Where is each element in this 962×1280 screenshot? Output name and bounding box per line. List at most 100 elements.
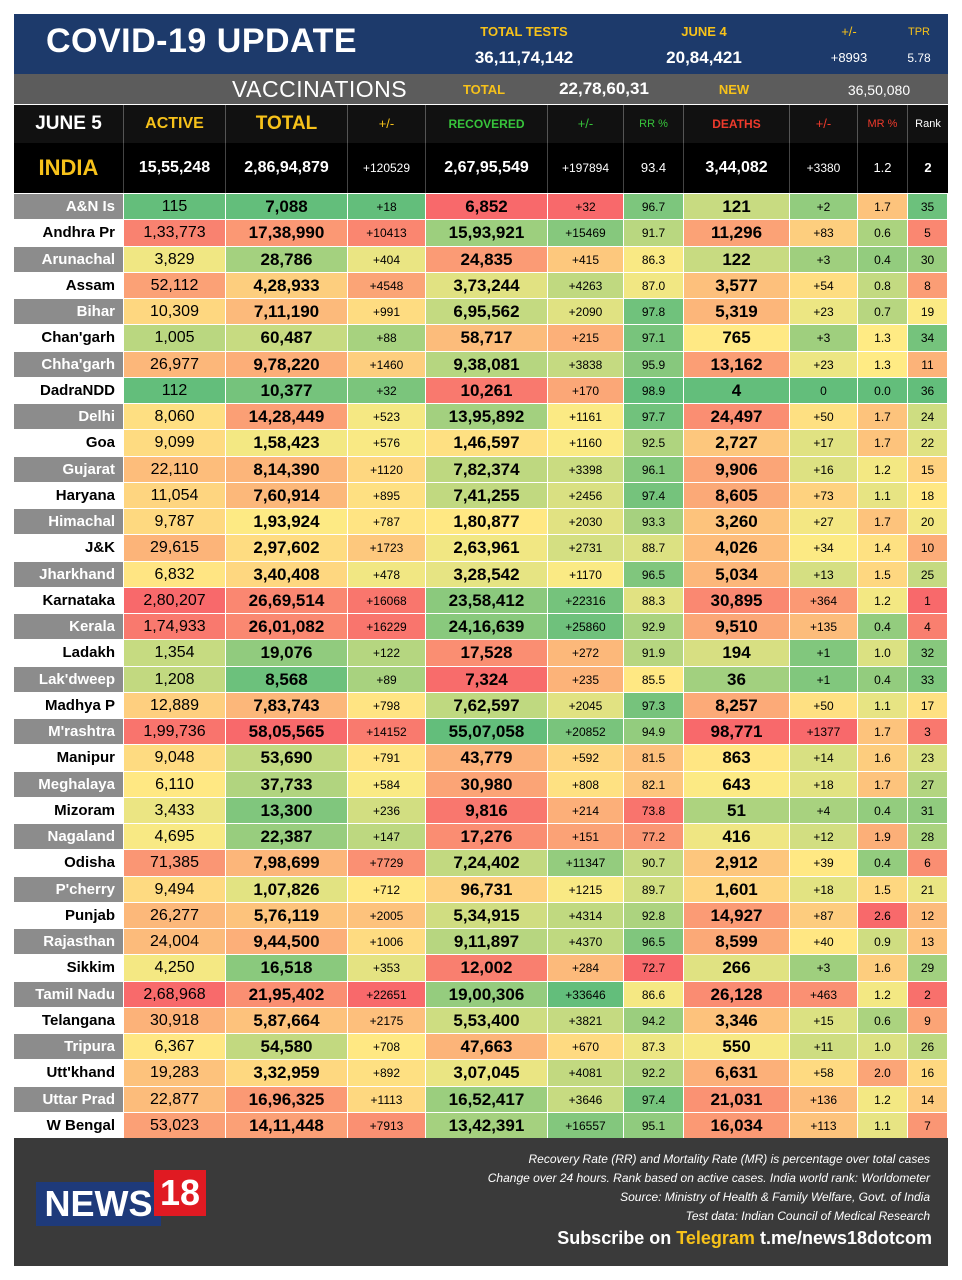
- state-rank: 33: [908, 666, 948, 693]
- state-mr: 2.6: [858, 902, 908, 929]
- table-row: J&K 29,615 2,97,602 +1723 2,63,961 +2731 88.7 4…: [14, 535, 948, 562]
- state-recovered-change: +11347: [548, 850, 624, 877]
- state-mr: 1.7: [858, 194, 908, 221]
- state-total: 3,32,959: [226, 1060, 348, 1087]
- state-deaths: 765: [684, 325, 790, 352]
- state-rank: 12: [908, 902, 948, 929]
- state-recovered-change: +4081: [548, 1060, 624, 1087]
- state-recovered: 12,002: [426, 955, 548, 982]
- state-rank: 22: [908, 430, 948, 457]
- page-title: COVID-19 UPDATE: [46, 22, 358, 60]
- state-mr: 1.0: [858, 1034, 908, 1061]
- state-recovered-change: +235: [548, 666, 624, 693]
- state-deaths: 5,319: [684, 299, 790, 326]
- table-row: Lak'dweep 1,208 8,568 +89 7,324 +235 85.5 36 +1 0…: [14, 666, 948, 693]
- state-deaths: 550: [684, 1034, 790, 1061]
- state-mr: 0.6: [858, 1007, 908, 1034]
- state-deaths-change: +113: [790, 1112, 858, 1139]
- state-total: 9,78,220: [226, 351, 348, 378]
- state-rr: 77.2: [624, 824, 684, 851]
- state-rr: 97.3: [624, 692, 684, 719]
- table-row: Gujarat 22,110 8,14,390 +1120 7,82,374 +3398 9…: [14, 456, 948, 483]
- india-mr: 1.2: [858, 143, 908, 193]
- column-deaths: DEATHS: [684, 105, 790, 143]
- subscribe-line[interactable]: Subscribe on Telegram t.me/news18dotcom: [557, 1228, 932, 1249]
- state-name: Utt'khand: [14, 1060, 124, 1087]
- state-recovered: 6,852: [426, 194, 548, 221]
- state-total-change: +895: [348, 482, 426, 509]
- state-name: Bihar: [14, 299, 124, 326]
- state-total: 1,07,826: [226, 876, 348, 903]
- state-deaths-change: +15: [790, 1007, 858, 1034]
- column-date: JUNE 5: [14, 105, 124, 143]
- state-rank: 18: [908, 482, 948, 509]
- state-name: Sikkim: [14, 955, 124, 982]
- state-total-change: +147: [348, 824, 426, 851]
- covid-update-sheet: COVID-19 UPDATE TOTAL TESTS 36,11,74,142…: [14, 14, 948, 1266]
- state-name: Punjab: [14, 902, 124, 929]
- state-recovered-change: +3646: [548, 1086, 624, 1113]
- state-total: 28,786: [226, 246, 348, 273]
- state-deaths-change: +27: [790, 509, 858, 536]
- state-mr: 1.5: [858, 561, 908, 588]
- state-active: 19,283: [124, 1060, 226, 1087]
- state-recovered: 58,717: [426, 325, 548, 352]
- state-deaths: 3,260: [684, 509, 790, 536]
- state-mr: 1.2: [858, 981, 908, 1008]
- table-row: Haryana 11,054 7,60,914 +895 7,41,255 +2456 97…: [14, 482, 948, 509]
- state-mr: 2.0: [858, 1060, 908, 1087]
- state-recovered-change: +272: [548, 640, 624, 667]
- state-total: 17,38,990: [226, 220, 348, 247]
- india-rr: 93.4: [624, 143, 684, 193]
- state-deaths: 98,771: [684, 719, 790, 746]
- state-deaths: 14,927: [684, 902, 790, 929]
- state-rank: 15: [908, 456, 948, 483]
- state-recovered: 10,261: [426, 377, 548, 404]
- state-name: Rajasthan: [14, 929, 124, 956]
- state-name: Andhra Pr: [14, 220, 124, 247]
- state-deaths: 121: [684, 194, 790, 221]
- state-total-change: +584: [348, 771, 426, 798]
- state-total: 7,11,190: [226, 299, 348, 326]
- state-rank: 36: [908, 377, 948, 404]
- state-active: 2,68,968: [124, 981, 226, 1008]
- india-recovered-change: +197894: [548, 143, 624, 193]
- state-active: 1,208: [124, 666, 226, 693]
- state-recovered-change: +2090: [548, 299, 624, 326]
- state-recovered: 3,07,045: [426, 1060, 548, 1087]
- state-mr: 0.4: [858, 850, 908, 877]
- state-mr: 1.7: [858, 430, 908, 457]
- state-name: Tamil Nadu: [14, 981, 124, 1008]
- state-mr: 1.5: [858, 876, 908, 903]
- state-deaths-change: +73: [790, 482, 858, 509]
- state-total: 8,14,390: [226, 456, 348, 483]
- state-deaths-change: +13: [790, 561, 858, 588]
- state-recovered-change: +15469: [548, 220, 624, 247]
- total-tests-value: 36,11,74,142: [474, 48, 574, 67]
- state-rank: 29: [908, 955, 948, 982]
- state-deaths: 24,497: [684, 404, 790, 431]
- state-active: 1,74,933: [124, 614, 226, 641]
- state-rr: 92.2: [624, 1060, 684, 1087]
- state-total-change: +1723: [348, 535, 426, 562]
- state-active: 11,054: [124, 482, 226, 509]
- state-total: 21,95,402: [226, 981, 348, 1008]
- state-deaths: 8,605: [684, 482, 790, 509]
- state-recovered: 19,00,306: [426, 981, 548, 1008]
- state-recovered: 13,95,892: [426, 404, 548, 431]
- state-total-change: +991: [348, 299, 426, 326]
- state-deaths-change: +40: [790, 929, 858, 956]
- state-total: 13,300: [226, 797, 348, 824]
- column-recovered-change: +/-: [548, 105, 624, 143]
- state-mr: 0.4: [858, 797, 908, 824]
- table-row: Tamil Nadu 2,68,968 21,95,402 +22651 19,00,3…: [14, 981, 948, 1008]
- state-deaths-change: +50: [790, 404, 858, 431]
- state-active: 30,918: [124, 1007, 226, 1034]
- state-mr: 1.2: [858, 1086, 908, 1113]
- state-deaths: 8,599: [684, 929, 790, 956]
- state-name: M'rashtra: [14, 719, 124, 746]
- state-name: Himachal: [14, 509, 124, 536]
- state-rr: 97.8: [624, 299, 684, 326]
- telegram-link[interactable]: t.me/news18dotcom: [759, 1228, 932, 1248]
- state-recovered-change: +670: [548, 1034, 624, 1061]
